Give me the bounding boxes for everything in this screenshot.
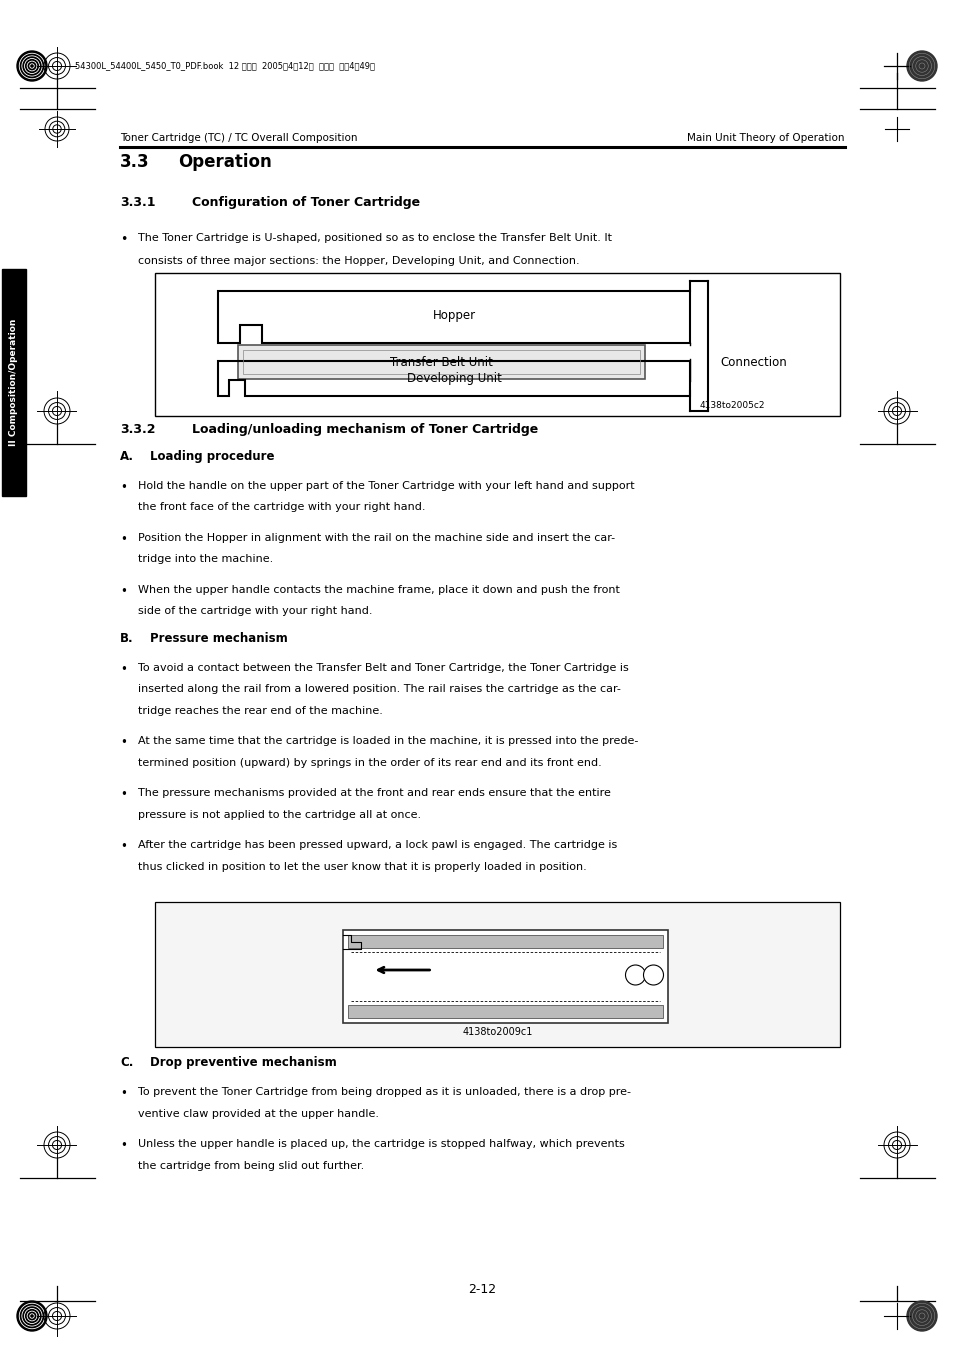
Bar [347,1005,661,1019]
Bar [237,345,644,380]
Text: Hopper: Hopper [432,308,475,322]
Text: To avoid a contact between the Transfer Belt and Toner Cartridge, the Toner Cart: To avoid a contact between the Transfer … [138,663,628,673]
Circle shape [17,51,47,81]
Text: At the same time that the cartridge is loaded in the machine, it is pressed into: At the same time that the cartridge is l… [138,736,638,747]
Text: •: • [120,840,127,854]
Text: •: • [120,534,127,546]
Text: 4138to2009c1: 4138to2009c1 [462,1028,532,1038]
Bar [154,273,840,416]
Text: Main Unit Theory of Operation: Main Unit Theory of Operation [687,132,844,143]
Bar [2,269,26,496]
Bar [154,902,840,1047]
Text: •: • [120,736,127,750]
Text: Operation: Operation [178,153,272,172]
Circle shape [625,965,645,985]
Text: •: • [120,663,127,676]
Bar [243,350,639,374]
Text: •: • [120,232,128,246]
Text: •: • [120,585,127,598]
Text: Hold the handle on the upper part of the Toner Cartridge with your left hand and: Hold the handle on the upper part of the… [138,481,634,490]
Text: Loading procedure: Loading procedure [150,450,274,463]
Text: 2-12: 2-12 [468,1283,497,1296]
Text: After the cartridge has been pressed upward, a lock pawl is engaged. The cartrid: After the cartridge has been pressed upw… [138,840,617,851]
Text: consists of three major sections: the Hopper, Developing Unit, and Connection.: consists of three major sections: the Ho… [138,255,579,266]
Text: termined position (upward) by springs in the order of its rear end and its front: termined position (upward) by springs in… [138,758,601,767]
Text: the front face of the cartridge with your right hand.: the front face of the cartridge with you… [138,503,425,512]
Text: The pressure mechanisms provided at the front and rear ends ensure that the enti: The pressure mechanisms provided at the … [138,789,610,798]
Text: Developing Unit: Developing Unit [406,372,501,385]
Text: C.: C. [120,1056,133,1070]
Text: Toner Cartridge (TC) / TC Overall Composition: Toner Cartridge (TC) / TC Overall Compos… [120,132,357,143]
Text: II Composition/Operation: II Composition/Operation [10,319,18,446]
Text: The Toner Cartridge is U-shaped, positioned so as to enclose the Transfer Belt U: The Toner Cartridge is U-shaped, positio… [138,232,612,243]
Text: Configuration of Toner Cartridge: Configuration of Toner Cartridge [192,196,419,209]
Text: 54300L_54400L_5450_T0_PDF.book  12 ページ  2005年4月12日  火曜日  午後4晉49分: 54300L_54400L_5450_T0_PDF.book 12 ページ 20… [75,62,375,70]
Text: •: • [120,789,127,801]
Circle shape [17,1301,47,1331]
Text: tridge into the machine.: tridge into the machine. [138,554,273,565]
Circle shape [643,965,662,985]
Text: inserted along the rail from a lowered position. The rail raises the cartridge a: inserted along the rail from a lowered p… [138,685,620,694]
Text: Loading/unloading mechanism of Toner Cartridge: Loading/unloading mechanism of Toner Car… [192,423,537,436]
Text: thus clicked in position to let the user know that it is properly loaded in posi: thus clicked in position to let the user… [138,862,586,871]
Text: ventive claw provided at the upper handle.: ventive claw provided at the upper handl… [138,1109,378,1119]
Text: Drop preventive mechanism: Drop preventive mechanism [150,1056,336,1070]
Text: Transfer Belt Unit: Transfer Belt Unit [390,355,493,369]
Text: tridge reaches the rear end of the machine.: tridge reaches the rear end of the machi… [138,707,382,716]
Text: When the upper handle contacts the machine frame, place it down and push the fro: When the upper handle contacts the machi… [138,585,619,594]
Text: To prevent the Toner Cartridge from being dropped as it is unloaded, there is a : To prevent the Toner Cartridge from bein… [138,1088,630,1097]
Text: 4138to2005c2: 4138to2005c2 [700,401,764,409]
Text: side of the cartridge with your right hand.: side of the cartridge with your right ha… [138,607,372,616]
Text: 3.3.1: 3.3.1 [120,196,155,209]
Text: •: • [120,1088,127,1101]
Bar [347,935,661,948]
Text: B.: B. [120,632,133,644]
Text: •: • [120,1139,127,1152]
Circle shape [906,51,936,81]
Bar [342,929,667,1023]
Text: A.: A. [120,450,133,463]
Text: 3.3.2: 3.3.2 [120,423,155,436]
Text: pressure is not applied to the cartridge all at once.: pressure is not applied to the cartridge… [138,811,420,820]
Text: 3.3: 3.3 [120,153,150,172]
Circle shape [906,1301,936,1331]
Text: Unless the upper handle is placed up, the cartridge is stopped halfway, which pr: Unless the upper handle is placed up, th… [138,1139,624,1150]
Text: Position the Hopper in alignment with the rail on the machine side and insert th: Position the Hopper in alignment with th… [138,534,615,543]
Text: Connection: Connection [720,355,786,369]
Text: •: • [120,481,127,494]
Text: Pressure mechanism: Pressure mechanism [150,632,288,644]
Text: the cartridge from being slid out further.: the cartridge from being slid out furthe… [138,1161,364,1171]
